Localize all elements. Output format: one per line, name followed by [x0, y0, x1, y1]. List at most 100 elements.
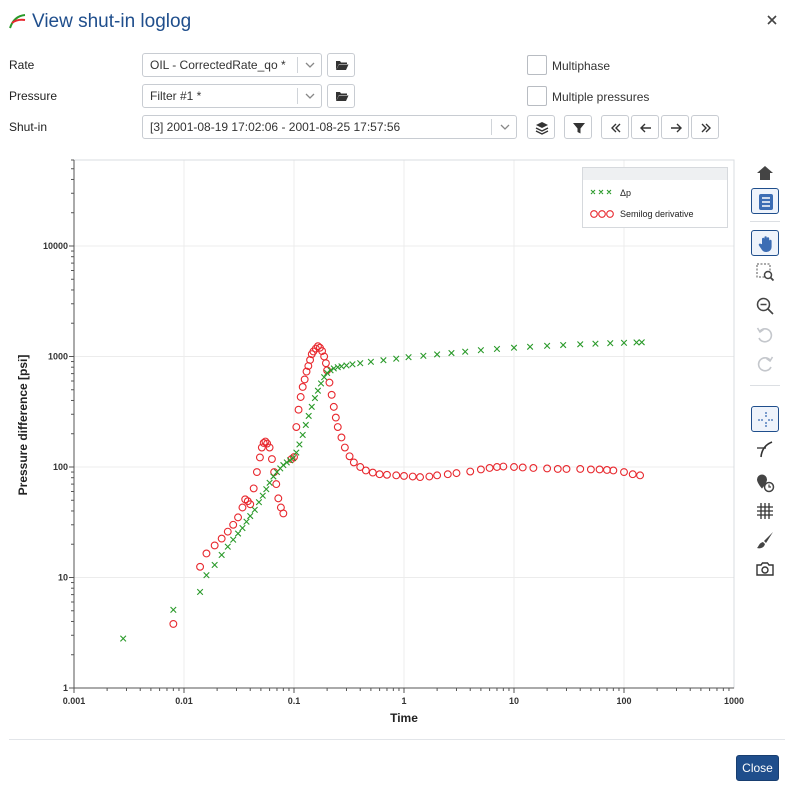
deriv-point: [383, 470, 391, 479]
deriv-point: [466, 467, 475, 476]
crosshair-tool-button[interactable]: [751, 406, 779, 432]
last-shutin-button[interactable]: [691, 115, 719, 139]
dp-point: [266, 479, 273, 486]
loglog-curve-icon: [9, 14, 26, 29]
dp-point: [420, 352, 427, 359]
prev-icon: [640, 123, 651, 133]
deriv-point: [249, 484, 258, 493]
deriv-point: [223, 527, 232, 536]
deriv-point: [292, 423, 301, 431]
deriv-point: [433, 471, 442, 480]
rate-select[interactable]: OIL - CorrectedRate_qo *: [142, 53, 322, 77]
x-tick-label: 1: [401, 696, 406, 706]
redo-button[interactable]: [751, 351, 779, 377]
next-icon: [671, 123, 682, 133]
deriv-point: [274, 494, 283, 503]
deriv-point: [267, 455, 276, 464]
deriv-point: [257, 443, 266, 452]
zoom-out-icon: [756, 297, 774, 315]
deriv-point: [217, 534, 226, 543]
deriv-point: [263, 439, 272, 448]
title-bar: View shut-in loglog: [0, 0, 794, 46]
multiphase-checkbox[interactable]: [527, 55, 547, 75]
point-time-icon: [757, 474, 775, 493]
dp-point: [296, 441, 303, 448]
x-tick-label: 0.01: [175, 696, 193, 706]
dp-point: [338, 363, 345, 370]
deriv-point: [290, 453, 298, 462]
filter-button[interactable]: [564, 115, 592, 139]
dp-point: [334, 364, 341, 371]
chevron-down-icon: [500, 124, 510, 130]
toggle-legend-button[interactable]: [751, 188, 779, 214]
deriv-point: [499, 462, 508, 471]
deriv-point: [562, 465, 571, 473]
dp-point: [293, 449, 300, 456]
grid-toggle-button[interactable]: [751, 498, 779, 524]
x-axis-label: Time: [390, 711, 418, 725]
multiphase-label: Multiphase: [552, 59, 611, 73]
dp-point: [607, 339, 614, 347]
deriv-point: [321, 359, 330, 368]
next-shutin-button[interactable]: [661, 115, 689, 139]
dialog-title: View shut-in loglog: [32, 11, 192, 32]
pressure-select-value: Filter #1 *: [150, 89, 202, 103]
dp-point: [119, 635, 127, 642]
rate-browse-button[interactable]: [327, 53, 355, 77]
close-icon[interactable]: [764, 12, 780, 28]
dp-point: [543, 342, 551, 349]
undo-icon: [756, 327, 773, 343]
legend-header: [583, 168, 727, 180]
brush-button[interactable]: [751, 527, 779, 553]
chevron-down-icon: [305, 62, 315, 68]
folder-open-icon: [336, 61, 349, 70]
screenshot-button[interactable]: [751, 556, 779, 582]
home-icon: [757, 166, 773, 180]
zoom-out-button[interactable]: [751, 293, 779, 319]
pressure-select[interactable]: Filter #1 *: [142, 84, 322, 108]
deriv-point: [636, 471, 645, 480]
deriv-point: [318, 347, 327, 356]
dp-point: [302, 421, 309, 429]
footer-divider: [9, 739, 785, 740]
dp-point: [224, 543, 231, 550]
loglog-plot[interactable]: 0.001 0.01 0.1 1 10 100 1000 1 10 100 1000 10000 T…: [0, 150, 748, 730]
layers-button[interactable]: [527, 115, 555, 139]
pressure-browse-button[interactable]: [327, 84, 355, 108]
deriv-point: [628, 470, 637, 479]
close-button[interactable]: Close: [736, 755, 779, 781]
y-tick-label: 1000: [48, 351, 68, 361]
deriv-point: [586, 465, 595, 474]
chart-legend[interactable]: Δp Semilog derivative: [582, 167, 728, 228]
tangent-tool-button[interactable]: [751, 435, 779, 461]
dp-point: [323, 369, 331, 377]
deriv-point: [255, 453, 264, 462]
multiple-pressures-label: Multiple pressures: [552, 90, 650, 104]
point-time-button[interactable]: [751, 470, 779, 496]
dp-point: [380, 357, 387, 364]
deriv-point: [298, 383, 307, 391]
deriv-point: [306, 356, 315, 364]
reset-view-button[interactable]: [751, 160, 779, 186]
layers-icon: [535, 122, 549, 135]
box-zoom-button[interactable]: [751, 259, 779, 285]
first-shutin-button[interactable]: [601, 115, 629, 139]
dp-point: [592, 340, 599, 347]
deriv-point: [375, 470, 384, 479]
deriv-point: [259, 439, 268, 447]
pan-tool-button[interactable]: [751, 230, 779, 256]
dp-point: [299, 431, 306, 439]
undo-button[interactable]: [751, 322, 779, 348]
legend-deriv-marker: [590, 210, 614, 218]
pressure-label: Pressure: [9, 89, 58, 103]
dp-point: [330, 365, 337, 372]
dp-point: [343, 362, 350, 369]
shutin-select[interactable]: [3] 2001-08-19 17:02:06 - 2001-08-25 17:…: [142, 115, 517, 139]
prev-shutin-button[interactable]: [631, 115, 659, 139]
dp-point: [633, 339, 640, 346]
loglog-chart[interactable]: 0.001 0.01 0.1 1 10 100 1000 1 10 100 1000 10000 T…: [0, 150, 748, 730]
dp-point: [243, 518, 250, 525]
multiple-pressures-checkbox[interactable]: [527, 86, 547, 106]
dp-point: [203, 571, 210, 579]
deriv-point: [294, 405, 303, 414]
